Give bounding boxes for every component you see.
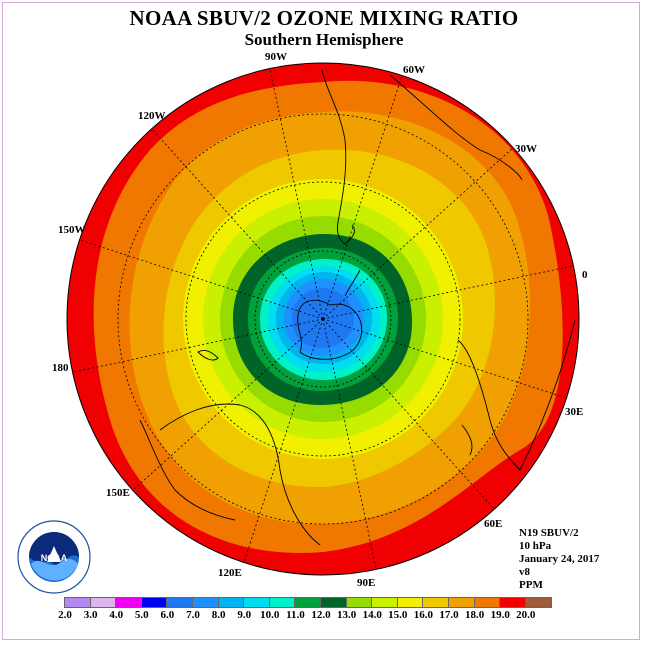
coastline-south-america	[321, 69, 347, 245]
coastline-indonesia	[139, 419, 236, 521]
meridian-line	[132, 318, 324, 491]
meridian-line	[322, 318, 567, 399]
colorbar-labels: 2.0 3.0 4.0 5.0 6.0 7.0 8.0 9.0 10.0 11.0 12.0 13.0…	[0, 609, 648, 623]
meridian-line	[151, 128, 324, 320]
lon-label-60e: 60E	[484, 518, 502, 530]
graticule	[117, 113, 529, 525]
meridian-line	[243, 318, 324, 563]
colorbar-label: 12.0	[311, 609, 331, 621]
longitude-labels: 90W 60W 30W 0 30E 60E 90E 120E 150E 180 …	[52, 51, 588, 589]
lon-label-150e: 150E	[106, 487, 130, 499]
lon-label-90w: 90W	[265, 51, 287, 63]
info-block: N19 SBUV/2 10 hPa January 24, 2017 v8 PP…	[519, 527, 599, 592]
noaa-logo-icon: NOAA	[17, 520, 91, 594]
colorbar-swatch	[372, 598, 398, 607]
meridian-line	[322, 147, 514, 320]
info-version: v8	[519, 566, 530, 578]
info-satellite: N19 SBUV/2	[519, 527, 579, 539]
colorbar-swatch	[218, 598, 245, 607]
page-title: NOAA SBUV/2 OZONE MIXING RATIO	[129, 6, 519, 30]
coastline-south-america-east	[389, 74, 523, 181]
colorbar-swatch	[141, 598, 168, 607]
colorbar-swatch	[500, 598, 526, 607]
lon-label-120w: 120W	[138, 110, 166, 122]
colorbar-label: 7.0	[186, 609, 200, 621]
coastline-antarctic-peninsula	[344, 269, 361, 297]
colorbar-label: 14.0	[362, 609, 382, 621]
ozone-field	[67, 63, 579, 575]
colorbar-label: 11.0	[286, 609, 305, 621]
lon-label-120e: 120E	[218, 567, 242, 579]
meridian-line	[322, 265, 574, 320]
meridian-lines	[72, 68, 574, 570]
meridian-line	[322, 75, 403, 320]
colorbar-label: 19.0	[490, 609, 510, 621]
colorbar-swatch	[116, 598, 142, 607]
colorbar-swatch	[423, 598, 449, 607]
colorbar-label: 10.0	[260, 609, 280, 621]
colorbar-label: 20.0	[516, 609, 536, 621]
meridian-line	[269, 68, 324, 320]
meridian-line	[322, 318, 377, 570]
colorbar-swatch	[90, 598, 117, 607]
colorbar-label: 3.0	[83, 609, 98, 621]
coastline-africa	[457, 319, 576, 471]
lon-label-180: 180	[52, 362, 69, 374]
colorbar-swatch	[295, 598, 321, 607]
page-subtitle: Southern Hemisphere	[244, 30, 404, 49]
colorbar-swatch	[65, 598, 91, 607]
colorbar-swatch	[448, 598, 475, 607]
meridian-line	[322, 318, 495, 510]
colorbar-label: 5.0	[134, 609, 149, 621]
coastlines	[139, 69, 576, 546]
colorbar-label: 17.0	[439, 609, 459, 621]
colorbar-swatch	[525, 598, 552, 607]
colorbar-swatch	[346, 598, 373, 607]
colorbar-label: 9.0	[237, 609, 252, 621]
colorbar-swatch	[167, 598, 193, 607]
colorbar-label: 18.0	[464, 609, 485, 621]
colorbar-swatch	[269, 598, 296, 607]
noaa-logo-text: NOAA	[41, 553, 68, 563]
lon-label-150w: 150W	[58, 224, 86, 236]
coastline-new-zealand	[197, 349, 219, 361]
lon-label-30w: 30W	[515, 143, 537, 155]
colorbar-swatch	[397, 598, 424, 607]
coastline-australia	[159, 403, 321, 546]
globe-outline	[66, 62, 580, 576]
colorbar-label: 8.0	[211, 609, 226, 621]
lon-label-30e: 30E	[565, 406, 583, 418]
colorbar-swatch	[474, 598, 501, 607]
coastline-madagascar	[461, 424, 473, 456]
colorbar-swatch	[320, 598, 347, 607]
coastline-antarctica	[297, 299, 363, 360]
colorbar-label: 4.0	[109, 609, 124, 621]
coastline-tierra-del-fuego	[344, 224, 355, 245]
colorbar-label: 13.0	[336, 609, 357, 621]
lon-label-0: 0	[582, 269, 588, 281]
colorbar	[64, 597, 553, 608]
colorbar-swatch	[192, 598, 219, 607]
info-units: PPM	[519, 579, 543, 591]
colorbar-swatch	[244, 598, 270, 607]
colorbar-label: 15.0	[388, 609, 408, 621]
colorbar-label: 16.0	[413, 609, 434, 621]
figure-frame	[2, 2, 640, 640]
colorbar-label: 6.0	[160, 609, 175, 621]
meridian-line	[72, 318, 324, 373]
info-level: 10 hPa	[519, 540, 552, 552]
lon-label-60w: 60W	[403, 64, 425, 76]
colorbar-label: 2.0	[58, 609, 72, 621]
lon-label-90e: 90E	[357, 577, 375, 589]
meridian-line	[79, 239, 324, 320]
info-date: January 24, 2017	[519, 553, 600, 565]
